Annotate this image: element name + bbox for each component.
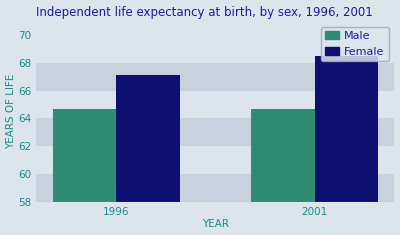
Y-axis label: YEARS OF LIFE: YEARS OF LIFE — [6, 74, 16, 149]
Bar — [116, 75, 180, 202]
Legend: Male, Female: Male, Female — [321, 27, 389, 61]
Bar — [315, 56, 378, 202]
Bar — [36, 146, 394, 174]
Bar — [53, 109, 116, 202]
Bar — [36, 35, 394, 63]
Bar — [36, 174, 394, 202]
Text: Independent life expectancy at birth, by sex, 1996, 2001: Independent life expectancy at birth, by… — [36, 6, 373, 19]
Bar — [251, 109, 315, 202]
Bar — [36, 118, 394, 146]
X-axis label: YEAR: YEAR — [202, 219, 229, 229]
Bar — [36, 63, 394, 91]
Bar — [36, 91, 394, 118]
